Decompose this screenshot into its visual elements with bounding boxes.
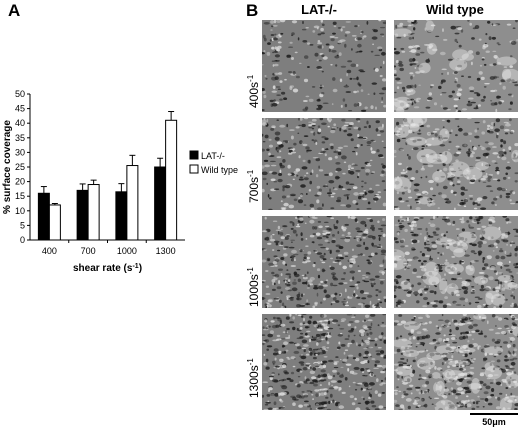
x-tick-label: 400 bbox=[42, 246, 57, 256]
legend-swatch-0 bbox=[189, 150, 199, 160]
micrograph-lat-700 bbox=[262, 118, 386, 210]
bar-1-0 bbox=[48, 204, 61, 241]
x-tick-label: 700 bbox=[81, 246, 96, 256]
scale-bar-label: 50μm bbox=[482, 417, 506, 427]
panel-b-letter: B bbox=[246, 1, 259, 20]
y-tick-label: 15 bbox=[15, 191, 25, 201]
y-tick-label: 10 bbox=[15, 206, 25, 216]
y-tick-label: 35 bbox=[15, 133, 25, 143]
bar-1-3 bbox=[165, 119, 178, 241]
bar-0-1 bbox=[76, 189, 89, 241]
micrograph-wt-1300 bbox=[394, 314, 518, 410]
micrograph-wt-700 bbox=[394, 118, 518, 210]
bar-chart: 0 5 10 15 20 25 30 35 40 45 50 % surface coverage 40… bbox=[2, 89, 238, 275]
panel-a-letter: A bbox=[8, 1, 21, 20]
row-label-1300: 1300s-1 bbox=[246, 358, 261, 398]
y-tick-label: 40 bbox=[15, 118, 25, 128]
scale-bar bbox=[470, 413, 518, 415]
y-tick-label: 50 bbox=[15, 89, 25, 99]
row-label-400: 400s-1 bbox=[246, 74, 261, 108]
x-axis-label: shear rate (s-1) bbox=[73, 263, 142, 275]
y-tick-label: 20 bbox=[15, 177, 25, 187]
micrograph-lat-1300 bbox=[262, 314, 386, 410]
micrograph-lat-400 bbox=[262, 20, 386, 112]
column-header-wildtype: Wild type bbox=[426, 2, 484, 17]
legend-label-1: Wild type bbox=[201, 165, 238, 175]
micrograph-wt-1000 bbox=[394, 216, 518, 308]
y-tick-label: 0 bbox=[20, 235, 25, 245]
y-tick-label: 45 bbox=[15, 104, 25, 114]
y-axis-label: % surface coverage bbox=[2, 120, 13, 214]
row-label-1000: 1000s-1 bbox=[246, 267, 261, 307]
micrograph-lat-1000 bbox=[262, 216, 386, 308]
x-tick-label: 1300 bbox=[156, 246, 176, 256]
x-tick-label: 1000 bbox=[117, 246, 137, 256]
bar-0-0 bbox=[37, 192, 50, 241]
bar-1-2 bbox=[126, 165, 139, 241]
bar-0-2 bbox=[115, 191, 128, 241]
y-tick-label: 30 bbox=[15, 147, 25, 157]
micrograph-wt-400 bbox=[394, 20, 518, 112]
y-tick-label: 25 bbox=[15, 162, 25, 172]
bar-0-3 bbox=[154, 166, 167, 241]
legend-swatch-1 bbox=[189, 164, 199, 174]
row-label-700: 700s-1 bbox=[246, 169, 261, 203]
bar-1-1 bbox=[87, 184, 100, 241]
column-header-lat: LAT-/- bbox=[301, 2, 337, 17]
y-tick-label: 5 bbox=[20, 220, 25, 230]
legend-label-0: LAT-/- bbox=[201, 151, 225, 161]
